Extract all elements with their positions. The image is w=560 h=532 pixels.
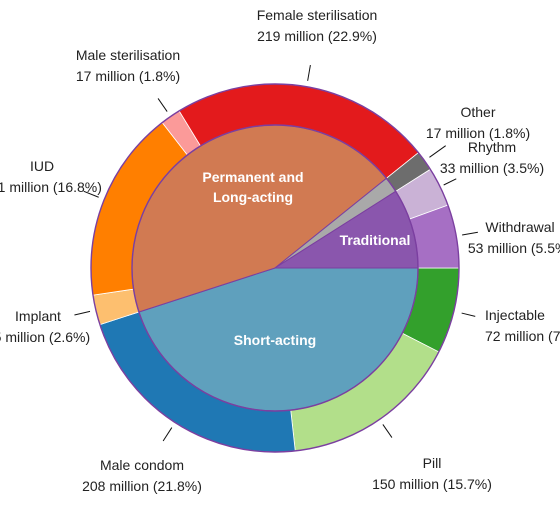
leader-other [429, 145, 446, 158]
inner-label-permanent-and-long-acting: Permanent and Long-acting [202, 169, 303, 205]
outer-border-ring [90, 83, 460, 453]
leader-pill [382, 424, 393, 438]
leader-implant [74, 310, 91, 316]
outer-label-female-sterilisation: Female sterilisation 219 million (22.9%) [257, 7, 378, 44]
leader-injectable [461, 312, 476, 317]
chart-labels: Short-acting Permanent and Long-acting Trad… [0, 7, 560, 494]
outer-label-rhythm: Rhythm 33 million (3.5%) [440, 139, 544, 176]
leader-male-sterilisation [157, 98, 168, 112]
chart-wedges [90, 83, 460, 453]
outer-label-implant: Implant25 million (2.6%) [0, 308, 90, 345]
leader-withdrawal [462, 231, 478, 236]
leader-female-sterilisation [307, 64, 311, 81]
leader-rhythm [443, 178, 457, 186]
outer-label-male-sterilisation: Male sterilisation 17 million (1.8%) [76, 47, 180, 84]
outer-label-male-condom: Male condom 208 million (21.8%) [82, 457, 202, 494]
leader-iud [83, 190, 99, 198]
inner-border-ring [131, 124, 419, 412]
inner-label-short-acting: Short-acting [234, 332, 316, 348]
outer-label-other: Other 17 million (1.8%) [426, 104, 530, 141]
leader-male-condom [162, 427, 173, 442]
outer-label-pill: Pill 150 million (15.7%) [372, 455, 492, 492]
label-leader-lines [74, 64, 478, 442]
inner-label-traditional: Traditional [340, 232, 411, 248]
outer-label-iud: IUD161 million (16.8%) [0, 158, 102, 195]
